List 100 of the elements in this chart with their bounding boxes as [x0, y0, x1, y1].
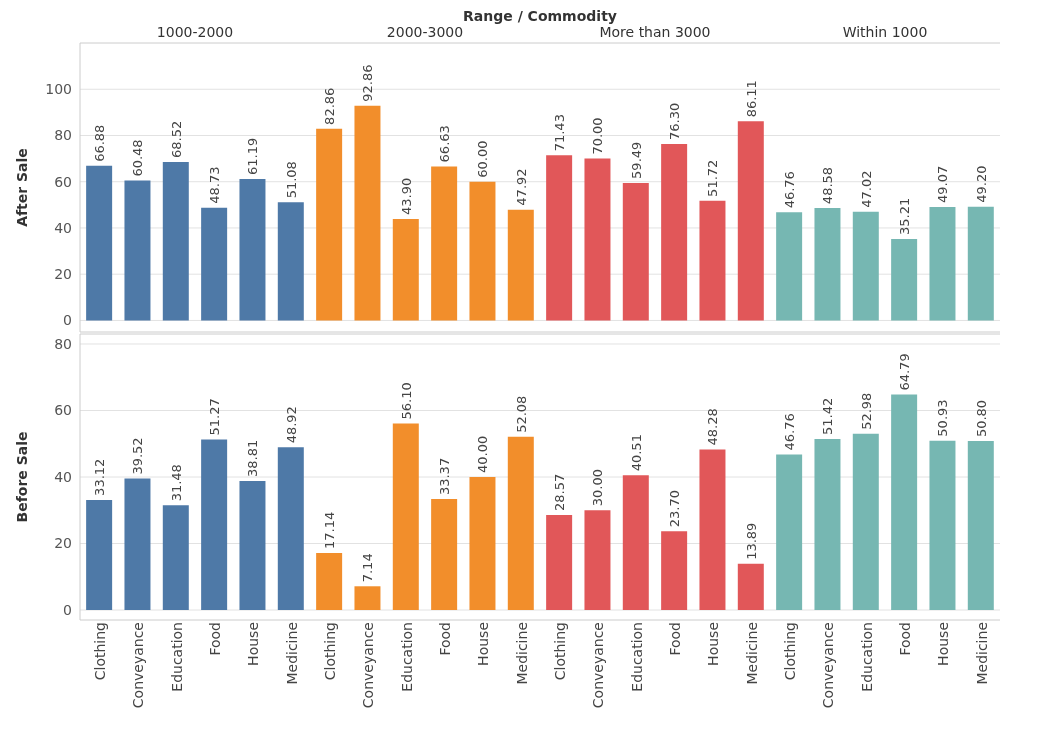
x-tick-label: Conveyance [130, 622, 147, 709]
data-label: 60.48 [130, 139, 146, 177]
data-label: 47.92 [513, 168, 529, 206]
x-tick-label: Food [667, 622, 684, 656]
x-tick-label: Education [628, 622, 645, 692]
data-label: 51.08 [283, 161, 299, 199]
bar [86, 499, 113, 611]
bar [277, 447, 304, 611]
bar [239, 178, 266, 321]
y-tick-label: 0 [63, 601, 72, 618]
bar [392, 218, 419, 321]
data-label: 68.52 [168, 120, 184, 159]
bar [316, 128, 343, 321]
data-label: 23.70 [667, 489, 683, 528]
bar [699, 200, 726, 321]
y-tick-label: 40 [54, 468, 72, 485]
y-tick-label: 80 [54, 335, 72, 352]
bar [584, 158, 611, 321]
data-label: 33.37 [437, 457, 453, 496]
data-label: 66.88 [92, 124, 108, 162]
x-tick-label: Food [207, 622, 224, 656]
bar [546, 155, 573, 321]
text: More than 3000 [598, 24, 712, 42]
data-label: 76.30 [667, 102, 683, 141]
data-label: 38.81 [245, 439, 261, 477]
bar [86, 165, 113, 321]
data-label: 46.76 [782, 171, 798, 209]
data-label: 56.10 [398, 382, 414, 420]
text: 1000-2000 [155, 24, 235, 42]
y-tick-label: 60 [54, 402, 72, 419]
data-label: 17.14 [322, 511, 338, 550]
bar [929, 440, 956, 611]
data-label: 31.48 [168, 464, 184, 502]
data-label: 48.73 [207, 166, 223, 204]
x-tick-label: Conveyance [590, 622, 607, 709]
bar [891, 239, 918, 321]
bar [852, 433, 879, 611]
bar [354, 105, 381, 321]
data-label: 39.52 [130, 437, 146, 475]
data-label: 48.58 [820, 166, 836, 205]
x-tick-label: Clothing [92, 622, 109, 681]
bar [507, 209, 534, 321]
data-label: 40.00 [475, 435, 491, 473]
x-tick-label: Education [168, 622, 185, 692]
bar [431, 166, 458, 321]
x-tick-label: Clothing [322, 622, 339, 681]
bar [162, 505, 189, 611]
bar [814, 208, 841, 321]
data-label: 13.89 [743, 522, 759, 560]
data-label: 60.00 [475, 140, 491, 178]
y-axis-title: After Sale [14, 148, 30, 227]
y-tick-label: 20 [54, 266, 72, 283]
data-label: 48.92 [283, 406, 299, 444]
x-tick-label: Medicine [973, 622, 990, 685]
x-tick-label: Medicine [743, 622, 760, 685]
bar [699, 449, 726, 611]
x-tick-label: House [475, 622, 492, 666]
y-tick-label: 80 [54, 127, 72, 144]
bar [277, 202, 304, 321]
bar [661, 531, 688, 611]
data-label: 50.80 [973, 399, 989, 438]
bar [469, 477, 496, 611]
x-tick-label: Education [858, 622, 875, 692]
data-label: 40.51 [628, 434, 644, 472]
bar [737, 563, 764, 611]
data-label: 46.76 [782, 413, 798, 451]
x-tick-label: Clothing [782, 622, 799, 681]
bar [124, 478, 151, 611]
bar [776, 212, 803, 321]
y-tick-label: 0 [63, 312, 72, 329]
data-label: 71.43 [552, 114, 568, 152]
bar [546, 515, 573, 611]
text: 2000-3000 [385, 24, 465, 42]
bar [469, 181, 496, 321]
bar [661, 144, 688, 321]
bar [239, 480, 266, 611]
data-label: 30.00 [590, 469, 606, 507]
data-label: 49.20 [973, 165, 989, 203]
x-tick-label: Conveyance [820, 622, 837, 709]
bar [776, 454, 803, 611]
data-label: 70.00 [590, 117, 606, 155]
data-label: 35.21 [897, 197, 913, 236]
y-tick-label: 100 [45, 81, 72, 98]
x-tick-label: House [705, 622, 722, 666]
data-label: 50.93 [935, 399, 951, 437]
y-tick-label: 20 [54, 535, 72, 552]
chart-title: Range / Commodity [462, 8, 618, 24]
data-label: 52.98 [858, 392, 874, 430]
x-tick-label: Food [897, 622, 914, 656]
bar [852, 211, 879, 321]
data-label: 47.02 [858, 170, 874, 208]
bar [929, 206, 956, 321]
data-label: 51.72 [705, 159, 721, 197]
data-label: 61.19 [245, 137, 261, 175]
y-tick-label: 60 [54, 173, 72, 190]
data-label: 43.90 [398, 177, 414, 215]
data-label: 59.49 [628, 141, 644, 179]
y-tick-label: 40 [54, 219, 72, 236]
x-tick-label: Medicine [513, 622, 530, 685]
bar [967, 441, 994, 611]
